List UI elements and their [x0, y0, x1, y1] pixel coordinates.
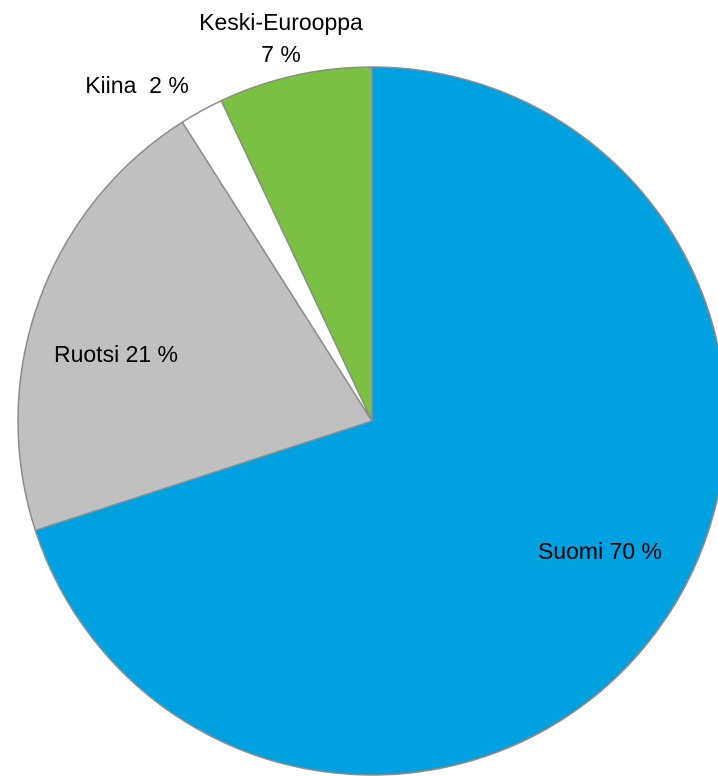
slice-label-kiina: Kiina 2 % — [85, 72, 189, 98]
labels-layer: Suomi 70 % Ruotsi 21 % Kiina 2 % Keski-E… — [54, 9, 662, 564]
pie-slice-suomi — [34, 66, 718, 776]
slice-label-suomi: Suomi 70 % — [538, 538, 662, 564]
pie-slice-ruotsi — [17, 121, 373, 532]
slice-label-keski-eurooppa-value: 7 % — [261, 41, 301, 67]
slices-layer — [17, 66, 718, 776]
pie-slice-keski-eurooppa — [220, 66, 373, 422]
slice-label-keski-eurooppa-name: Keski-Eurooppa — [199, 9, 363, 35]
slice-label-ruotsi: Ruotsi 21 % — [54, 341, 178, 367]
